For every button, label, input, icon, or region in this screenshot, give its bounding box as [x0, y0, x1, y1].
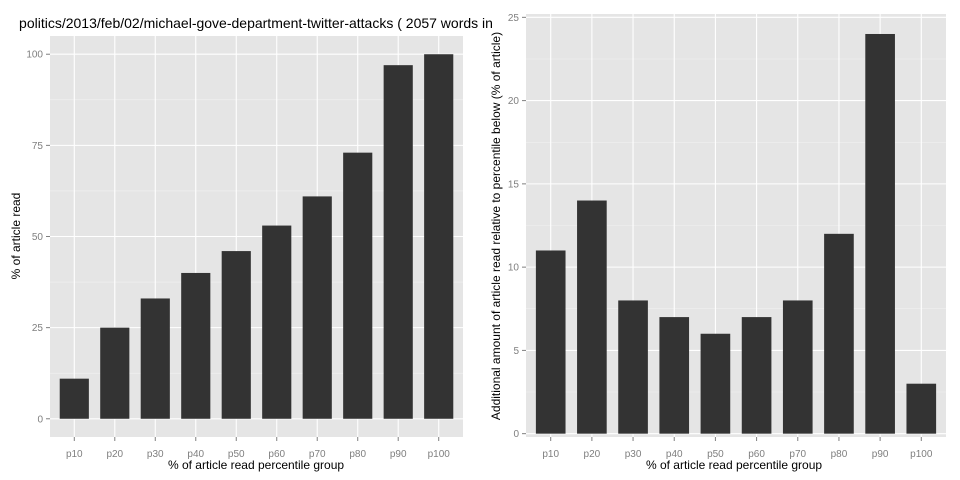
bar-p60 — [262, 225, 292, 419]
x-tick-label: p40 — [666, 449, 683, 460]
right-bars — [535, 33, 937, 434]
bar-p20 — [577, 200, 607, 434]
y-tick-label: 100 — [26, 50, 43, 61]
x-tick-label: p20 — [584, 449, 601, 460]
bar-p90 — [383, 65, 413, 419]
bar-p10 — [59, 378, 89, 419]
y-tick-label: 10 — [508, 263, 520, 274]
x-tick-label: p70 — [309, 449, 326, 460]
bar-p50 — [221, 251, 251, 419]
x-tick-label: p30 — [625, 449, 642, 460]
right-x-axis-title: % of article read percentile group — [646, 458, 822, 472]
bar-p10 — [535, 250, 566, 434]
bar-p70 — [302, 196, 332, 419]
y-tick-label: 20 — [508, 96, 520, 107]
x-tick-label: p60 — [748, 449, 765, 460]
right-y-axis-ticks: 0 5 10 15 20 25 — [508, 13, 526, 440]
bar-p40 — [659, 317, 690, 434]
x-tick-label: p60 — [268, 449, 285, 460]
bar-p50 — [700, 333, 731, 434]
x-tick-label: p80 — [349, 449, 366, 460]
bar-p100 — [424, 54, 454, 419]
bar-p30 — [618, 300, 648, 434]
x-tick-label: p100 — [910, 449, 933, 460]
left-x-axis-title: % of article read percentile group — [168, 458, 344, 472]
left-y-axis-ticks: 0 25 50 75 100 — [26, 50, 50, 425]
x-tick-label: p20 — [106, 449, 123, 460]
y-tick-label: 5 — [513, 346, 519, 357]
y-tick-label: 25 — [508, 13, 520, 24]
bar-p80 — [824, 233, 854, 434]
y-tick-label: 50 — [32, 232, 44, 243]
bar-p40 — [181, 272, 211, 419]
left-y-axis-title: % of article read — [9, 193, 23, 280]
bar-p70 — [782, 300, 813, 434]
y-tick-label: 25 — [32, 323, 44, 334]
left-bars — [59, 54, 454, 419]
x-tick-label: p10 — [66, 449, 83, 460]
y-tick-label: 75 — [32, 141, 44, 152]
x-tick-label: p50 — [228, 449, 245, 460]
left-x-axis-ticks: p10 p20 p30 p40 p50 p60 p70 p80 p90 p100 — [66, 437, 450, 460]
x-tick-label: p50 — [707, 449, 724, 460]
x-tick-label: p10 — [542, 449, 559, 460]
y-tick-label: 0 — [37, 414, 43, 425]
x-tick-label: p30 — [147, 449, 164, 460]
y-tick-label: 15 — [508, 179, 520, 190]
x-tick-label: p90 — [872, 449, 889, 460]
x-tick-label: p90 — [390, 449, 407, 460]
y-tick-label: 0 — [513, 429, 519, 440]
left-chart-title: politics/2013/feb/02/michael-gove-depart… — [19, 15, 493, 31]
right-x-axis-ticks: p10 p20 p30 p40 p50 p60 p70 p80 p90 p100 — [542, 437, 933, 460]
x-tick-label: p40 — [187, 449, 204, 460]
bar-p90 — [865, 33, 895, 434]
x-tick-label: p80 — [831, 449, 848, 460]
bar-p30 — [140, 298, 170, 419]
bar-p80 — [343, 152, 373, 419]
right-y-axis-title: Additional amount of article read relati… — [489, 32, 503, 420]
x-tick-label: p100 — [428, 449, 451, 460]
bar-p60 — [741, 317, 772, 434]
bar-p100 — [906, 383, 937, 434]
bar-p20 — [100, 327, 130, 419]
x-tick-label: p70 — [789, 449, 806, 460]
